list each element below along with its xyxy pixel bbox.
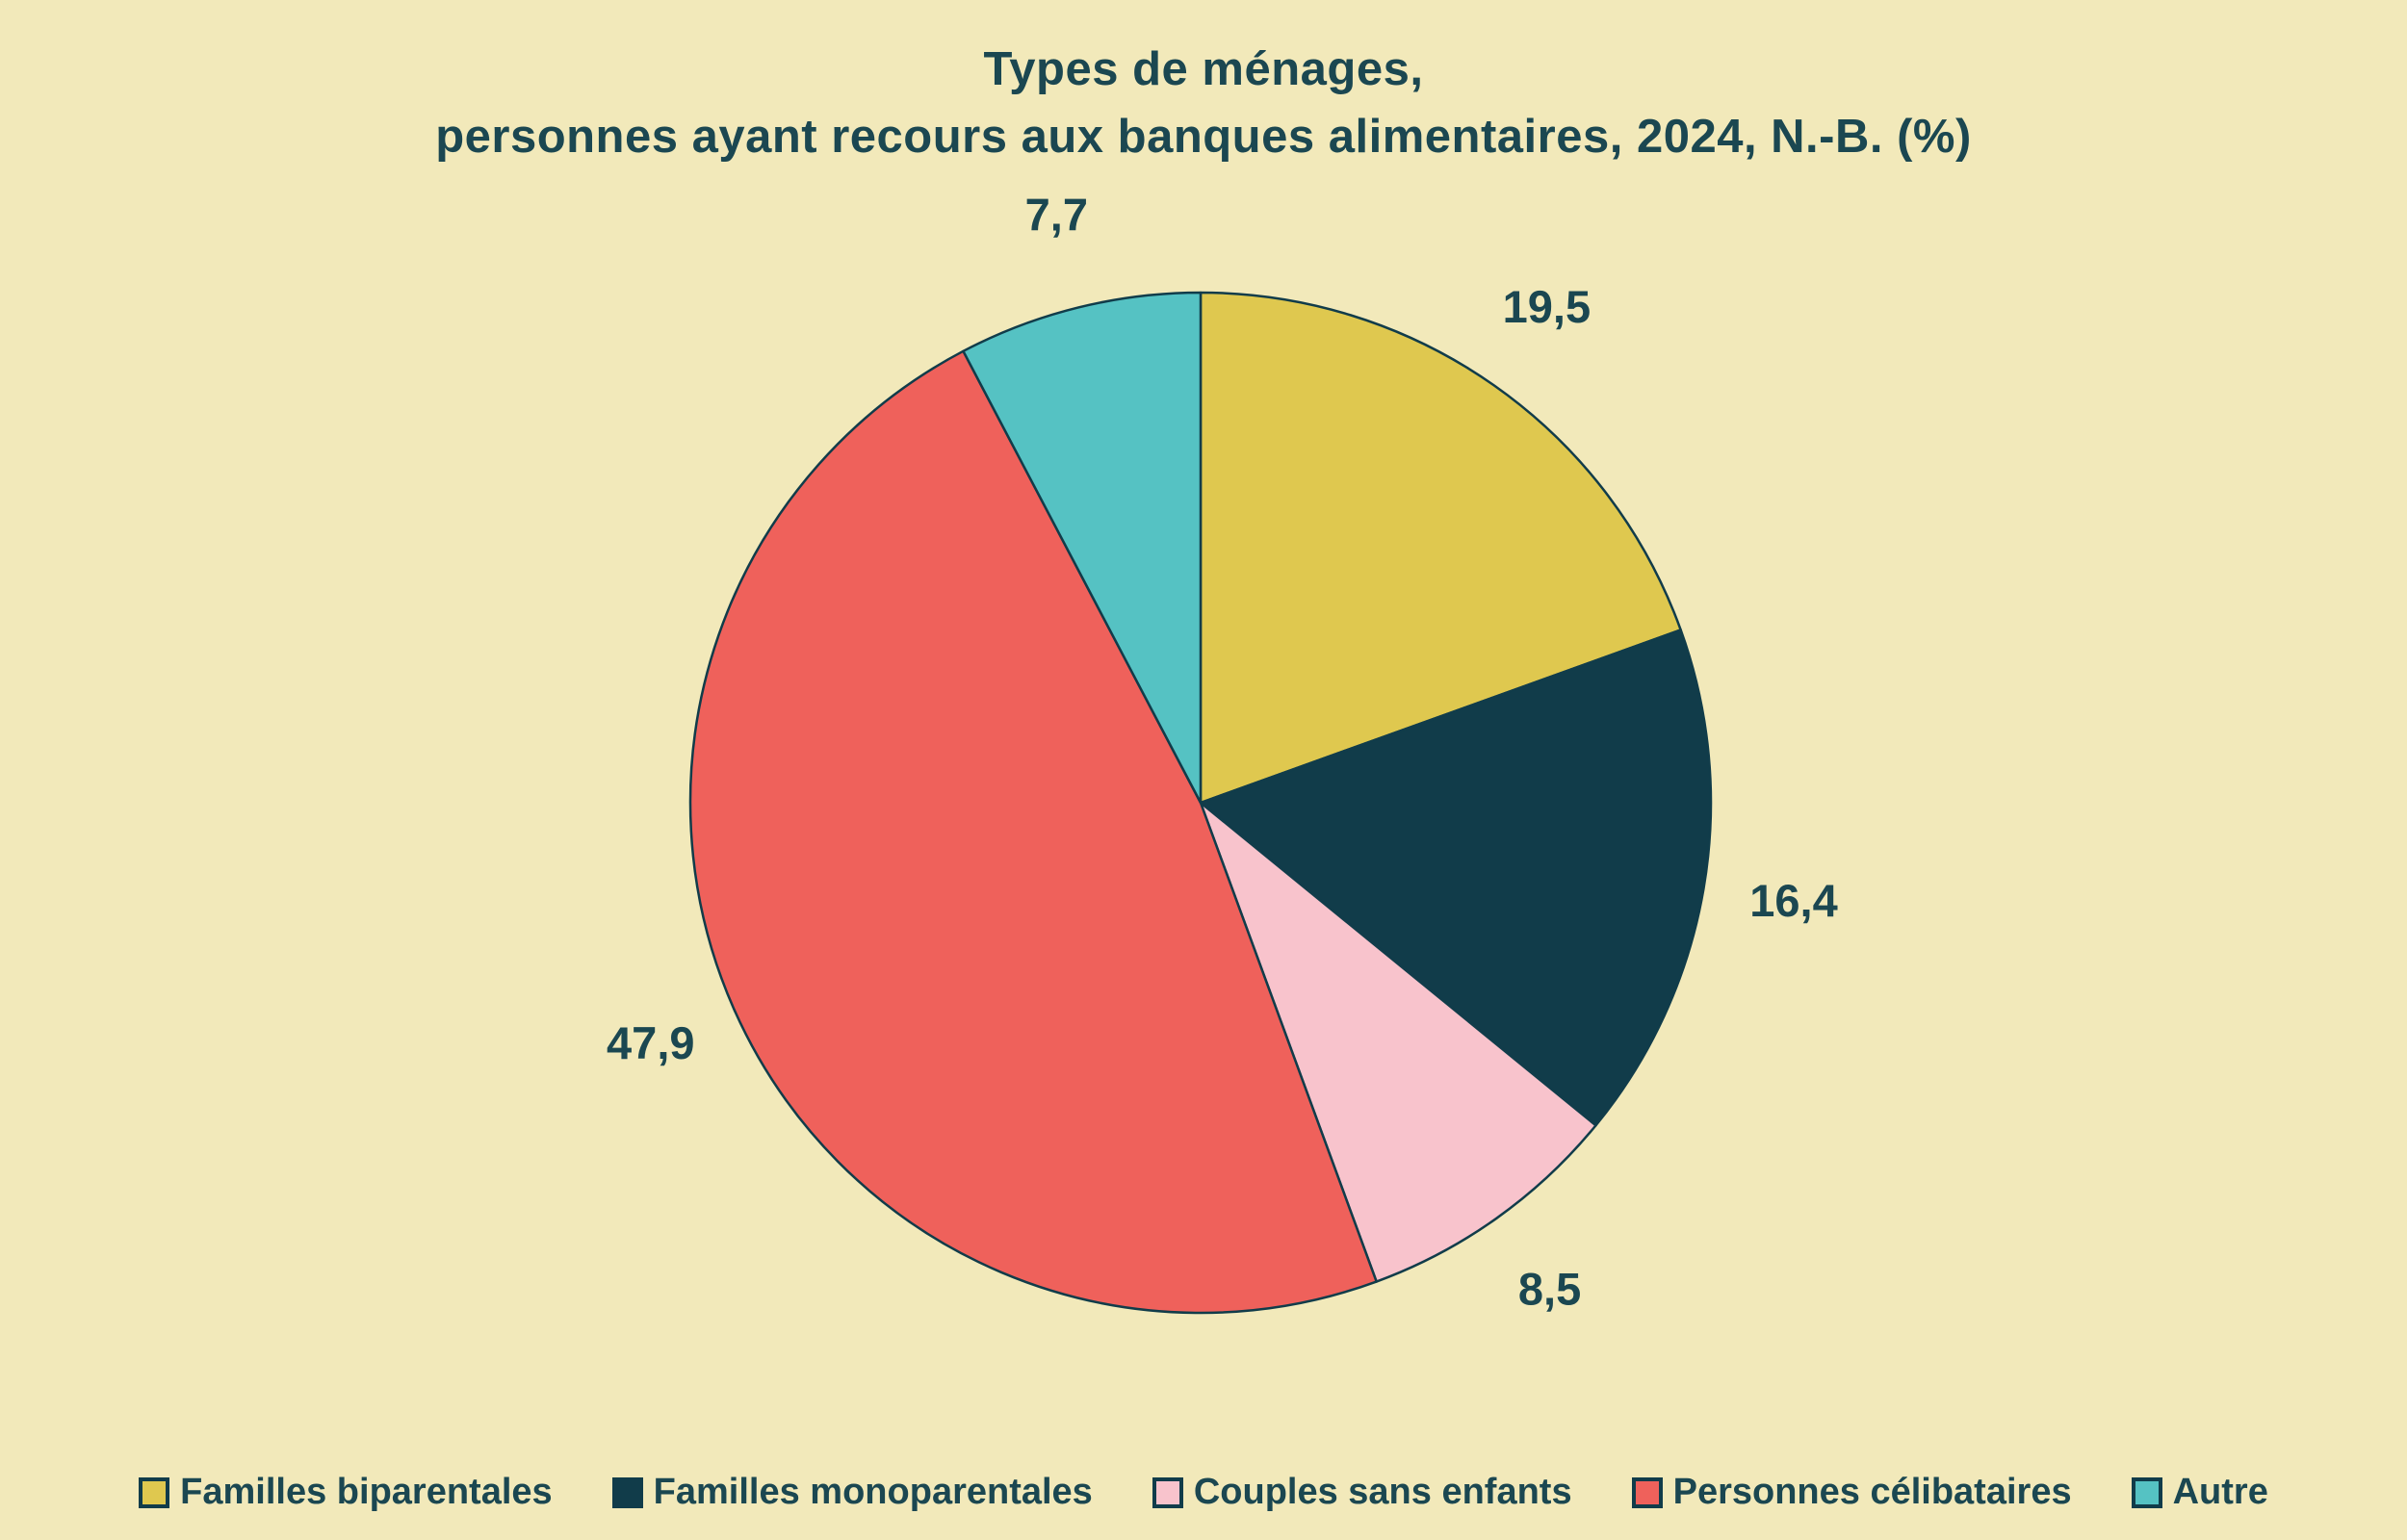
legend-item-personnes-celibataires: Personnes célibataires [1631, 1472, 2072, 1513]
legend: Familles biparentales Familles monoparent… [0, 1472, 2407, 1513]
chart-title-line2: personnes ayant recours aux banques alim… [435, 110, 1972, 163]
legend-swatch-familles-monoparentales [611, 1476, 643, 1508]
chart-title: Types de ménages, personnes ayant recour… [0, 37, 2407, 170]
slice-value-label-autre: 7,7 [1025, 190, 1088, 241]
legend-swatch-autre [2131, 1476, 2162, 1508]
legend-item-familles-monoparentales: Familles monoparentales [611, 1472, 1093, 1513]
pie-slice-couples-sans-enfants [1199, 801, 1597, 1283]
pie-slice-personnes-celibataires [688, 349, 1378, 1315]
pie-slice-familles-monoparentales [1199, 629, 1713, 1127]
legend-label-autre: Autre [2172, 1472, 2268, 1512]
chart-title-line1: Types de ménages, [983, 43, 1424, 95]
slice-value-label-couples-sans-enfants: 8,5 [1518, 1264, 1581, 1315]
legend-label-familles-monoparentales: Familles monoparentales [653, 1472, 1093, 1512]
pie-slice-familles-biparentales [1199, 291, 1682, 805]
legend-swatch-familles-biparentales [139, 1476, 170, 1508]
legend-label-personnes-celibataires: Personnes célibataires [1672, 1472, 2072, 1512]
slice-value-label-familles-monoparentales: 16,4 [1749, 875, 1837, 926]
pie-slice-autre [962, 291, 1203, 805]
slice-value-label-personnes-celibataires: 47,9 [607, 1017, 694, 1068]
slice-value-label-familles-biparentales: 19,5 [1503, 281, 1591, 332]
legend-swatch-personnes-celibataires [1631, 1476, 1663, 1508]
legend-item-autre: Autre [2131, 1472, 2268, 1513]
legend-label-familles-biparentales: Familles biparentales [180, 1472, 553, 1512]
legend-label-couples-sans-enfants: Couples sans enfants [1193, 1472, 1572, 1512]
legend-item-familles-biparentales: Familles biparentales [139, 1472, 553, 1513]
legend-item-couples-sans-enfants: Couples sans enfants [1152, 1472, 1572, 1513]
legend-swatch-couples-sans-enfants [1152, 1476, 1183, 1508]
